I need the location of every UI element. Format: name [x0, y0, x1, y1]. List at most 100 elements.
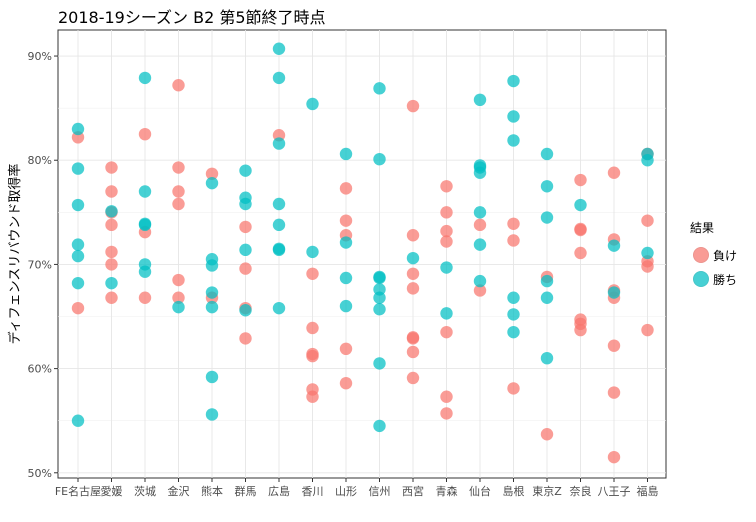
data-point-lose	[440, 407, 453, 420]
legend: 結果 負け 勝ち	[690, 219, 737, 291]
data-point-lose	[339, 182, 353, 195]
x-tick-label: 仙台	[469, 484, 491, 498]
data-point-win	[641, 246, 654, 260]
data-point-win	[440, 307, 453, 320]
y-tick-label: 60%	[28, 363, 52, 376]
data-point-win	[339, 147, 353, 161]
data-point-win	[574, 198, 587, 212]
legend-swatch-lose	[693, 247, 709, 263]
data-point-lose	[172, 273, 185, 287]
data-point-lose	[574, 173, 587, 187]
x-axis: FE名古屋 愛媛 茨城 金沢 熊本 群馬 広島 香川 山形 信州 西宮 青森 仙台 島根 東京Z 奈良 八王子福…	[55, 478, 659, 498]
x-tick-label: 金沢	[168, 484, 190, 498]
x-tick-label: 青森	[436, 484, 458, 498]
data-point-win	[105, 276, 118, 290]
data-point-win	[373, 419, 386, 433]
data-point-lose	[105, 218, 118, 232]
data-point-win	[507, 110, 520, 123]
data-point-lose	[172, 79, 185, 92]
data-point-lose	[507, 382, 520, 395]
data-point-win	[205, 286, 219, 299]
data-point-lose	[440, 325, 453, 339]
data-point-win	[71, 122, 85, 136]
data-point-lose	[607, 339, 621, 352]
data-point-win	[406, 251, 420, 265]
data-point-lose	[440, 180, 453, 193]
data-point-win	[239, 243, 252, 257]
x-tick-label: 東京Z	[532, 484, 562, 498]
data-point-win	[473, 93, 487, 107]
data-point-lose	[339, 214, 353, 227]
legend-label-win: 勝ち	[713, 272, 738, 287]
x-tick-label: 島根	[503, 484, 525, 498]
data-point-win	[339, 271, 353, 285]
data-point-lose	[172, 291, 185, 304]
data-point-lose	[406, 282, 420, 295]
data-point-win	[138, 218, 152, 232]
data-point-win	[71, 198, 85, 212]
data-point-win	[473, 206, 487, 219]
y-tick-label: 50%	[28, 467, 52, 480]
data-point-win	[138, 185, 152, 198]
data-point-lose	[406, 99, 420, 113]
data-point-win	[373, 291, 386, 304]
y-tick-label: 90%	[28, 50, 52, 63]
data-point-lose	[440, 235, 453, 248]
legend-title: 結果	[690, 221, 715, 235]
x-tick-label: 愛媛	[101, 484, 123, 498]
data-point-win	[641, 154, 654, 167]
data-point-win	[272, 197, 286, 211]
data-point-lose	[172, 185, 185, 198]
x-tick-label: 群馬	[235, 484, 257, 498]
data-point-lose	[406, 229, 420, 242]
x-tick-label: 熊本	[201, 484, 223, 498]
data-point-lose	[306, 349, 319, 363]
data-point-lose	[306, 390, 319, 403]
data-point-lose	[105, 291, 118, 304]
y-tick-label: 80%	[28, 154, 52, 167]
data-point-lose	[641, 214, 654, 227]
data-point-lose	[239, 332, 252, 345]
data-point-lose	[406, 345, 420, 359]
data-point-win	[239, 197, 252, 211]
data-point-win	[373, 357, 386, 370]
data-point-lose	[138, 291, 152, 304]
data-point-lose	[473, 284, 487, 297]
data-point-win	[205, 176, 219, 190]
data-point-win	[473, 238, 487, 251]
y-tick-label: 70%	[28, 258, 52, 271]
data-point-win	[205, 408, 219, 421]
data-points	[71, 42, 654, 464]
data-point-win	[272, 218, 286, 232]
data-point-lose	[641, 323, 654, 337]
data-point-win	[607, 286, 621, 299]
data-point-win	[373, 82, 386, 95]
x-tick-label: 奈良	[570, 484, 592, 498]
data-point-win	[205, 300, 219, 314]
legend-swatch-win	[693, 271, 709, 287]
data-point-win	[339, 299, 353, 313]
legend-item-lose: 負け	[690, 243, 737, 267]
data-point-lose	[138, 127, 152, 141]
data-point-win	[507, 291, 520, 304]
y-axis: 50% 60% 70% 80% 90%	[28, 50, 58, 480]
data-point-win	[306, 97, 319, 111]
data-point-lose	[71, 301, 85, 315]
data-point-win	[507, 308, 520, 321]
data-point-lose	[105, 161, 118, 174]
data-point-win	[440, 261, 453, 274]
data-point-win	[540, 180, 554, 193]
data-point-win	[473, 274, 487, 288]
data-point-lose	[406, 332, 420, 345]
data-point-win	[71, 238, 85, 251]
data-point-lose	[440, 390, 453, 403]
data-point-win	[239, 164, 252, 177]
data-point-lose	[440, 206, 453, 219]
data-point-win	[138, 71, 152, 85]
data-point-lose	[607, 450, 621, 464]
data-point-lose	[339, 342, 353, 356]
data-point-lose	[306, 321, 319, 335]
data-point-win	[473, 166, 487, 179]
data-point-lose	[239, 220, 252, 234]
